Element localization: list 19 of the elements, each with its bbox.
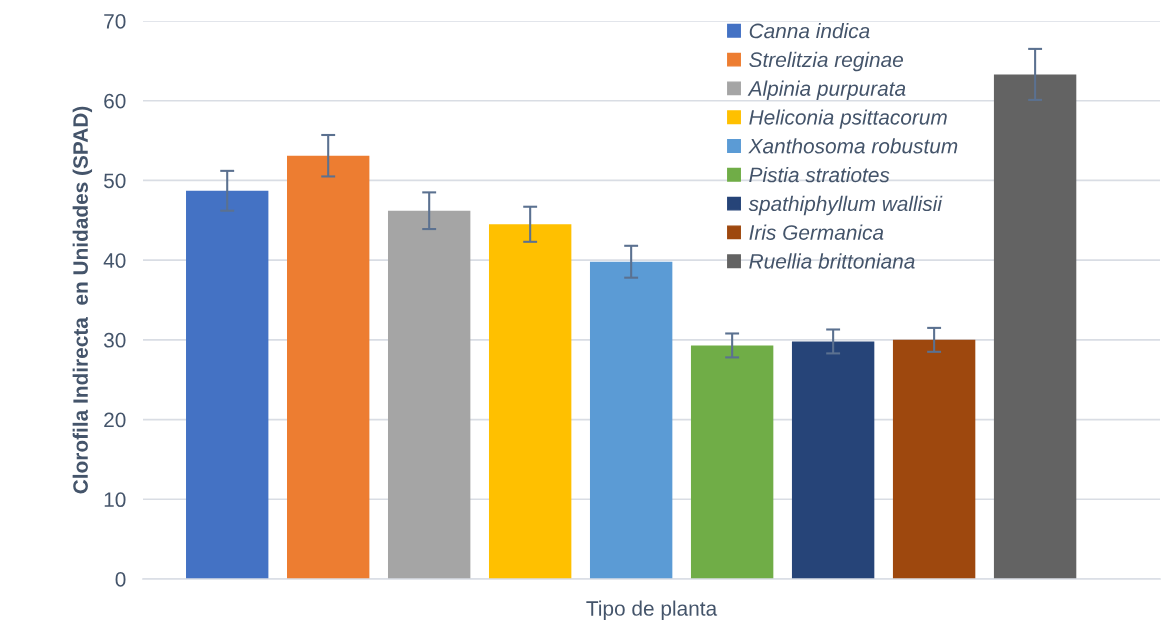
y-tick-label: 0: [115, 572, 126, 587]
legend-label: Ruellia brittoniana: [749, 253, 915, 269]
y-tick-label: 40: [103, 253, 126, 268]
y-tick-label: 20: [104, 412, 126, 428]
y-axis-title: Clorofila Indirecta en Unidades (SPAD): [72, 106, 93, 494]
legend-label: Heliconia psittacorum: [749, 109, 947, 129]
legend-label: Iris Germanica: [749, 224, 884, 240]
y-tick-label: 10: [104, 492, 126, 508]
legend-label: spathiphyllum wallisii: [748, 195, 943, 216]
y-tick-label: 50: [104, 173, 126, 189]
y-tick-label: 30: [103, 332, 126, 348]
legend-label: Alpinia purpurata: [747, 80, 906, 101]
legend-label: Pistia stratiotes: [749, 166, 890, 183]
y-tick-label: 70: [104, 14, 126, 29]
legend-label: Xanthosoma robustum: [748, 138, 958, 154]
y-tick-label: 60: [104, 93, 126, 109]
legend-label: Strelitzia reginae: [749, 51, 903, 72]
x-axis-title: Tipo de planta: [586, 600, 718, 620]
legend-label: Canna indica: [749, 23, 870, 39]
